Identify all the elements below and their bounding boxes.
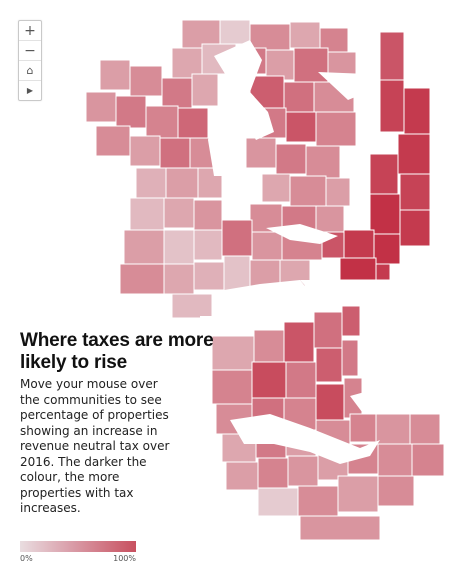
community-region[interactable]: [337, 475, 379, 513]
community-region[interactable]: [325, 177, 351, 207]
community-region[interactable]: [225, 461, 259, 491]
legend-min-label: 0%: [20, 554, 33, 563]
community-region[interactable]: [349, 413, 377, 443]
community-region[interactable]: [287, 455, 319, 487]
map-gap: [214, 40, 274, 140]
community-region[interactable]: [129, 197, 165, 231]
community-region[interactable]: [315, 111, 357, 147]
community-region[interactable]: [163, 229, 195, 265]
community-region[interactable]: [161, 77, 193, 109]
community-region[interactable]: [119, 263, 165, 295]
community-region[interactable]: [99, 59, 131, 91]
community-region[interactable]: [313, 311, 343, 349]
community-region[interactable]: [341, 339, 359, 377]
community-region[interactable]: [377, 475, 415, 507]
community-region[interactable]: [379, 79, 405, 133]
community-region[interactable]: [375, 413, 411, 445]
community-region[interactable]: [285, 361, 317, 399]
community-region[interactable]: [171, 293, 213, 319]
map-title: Where taxes are more likely to rise: [20, 330, 214, 373]
community-region[interactable]: [251, 231, 283, 261]
community-region[interactable]: [289, 175, 327, 207]
community-region[interactable]: [177, 107, 209, 139]
community-region[interactable]: [115, 95, 147, 129]
community-region[interactable]: [135, 167, 167, 199]
community-region[interactable]: [193, 199, 223, 231]
community-region[interactable]: [403, 87, 431, 135]
map-gap: [266, 224, 338, 244]
community-region[interactable]: [341, 305, 361, 337]
community-region[interactable]: [261, 173, 291, 203]
community-region[interactable]: [211, 369, 253, 405]
community-region[interactable]: [145, 105, 179, 139]
community-region[interactable]: [315, 347, 343, 383]
community-region[interactable]: [343, 229, 375, 259]
community-region[interactable]: [193, 229, 223, 261]
community-region[interactable]: [219, 19, 251, 45]
community-region[interactable]: [379, 31, 405, 81]
map-gap: [230, 414, 380, 464]
community-region[interactable]: [85, 91, 117, 123]
community-region[interactable]: [275, 143, 307, 175]
color-legend: 0% 100%: [20, 541, 136, 563]
community-region[interactable]: [339, 257, 377, 281]
map-description: Move your mouse over the communities to …: [20, 377, 170, 515]
legend-gradient-bar: [20, 541, 136, 552]
community-region[interactable]: [129, 135, 161, 167]
community-region[interactable]: [377, 443, 413, 477]
community-region[interactable]: [315, 383, 345, 421]
community-region[interactable]: [399, 173, 431, 211]
community-region[interactable]: [411, 443, 445, 477]
community-region[interactable]: [123, 229, 165, 265]
river-and-park-gaps: [200, 40, 380, 560]
community-region[interactable]: [299, 515, 381, 541]
community-region[interactable]: [221, 219, 253, 257]
community-region[interactable]: [165, 167, 199, 199]
community-region[interactable]: [283, 81, 315, 113]
community-region[interactable]: [257, 487, 299, 517]
community-region[interactable]: [397, 133, 431, 175]
community-region[interactable]: [257, 457, 289, 489]
community-region[interactable]: [251, 361, 287, 399]
zoom-out-button[interactable]: −: [19, 41, 41, 61]
play-icon[interactable]: ▶: [26, 85, 34, 95]
community-regions: [85, 19, 445, 541]
community-region[interactable]: [297, 485, 339, 517]
community-region[interactable]: [193, 261, 225, 291]
community-region[interactable]: [369, 153, 399, 195]
map-gap: [212, 280, 316, 322]
community-region[interactable]: [375, 263, 391, 281]
community-region[interactable]: [315, 205, 345, 233]
map-gap: [318, 72, 372, 100]
community-region[interactable]: [163, 197, 195, 229]
community-region[interactable]: [191, 73, 219, 107]
community-region[interactable]: [163, 263, 195, 295]
community-region[interactable]: [253, 329, 285, 363]
community-region[interactable]: [305, 145, 341, 179]
community-region[interactable]: [373, 233, 401, 265]
map-gap: [208, 108, 244, 176]
community-region[interactable]: [245, 137, 277, 169]
community-region[interactable]: [293, 47, 329, 83]
community-region[interactable]: [285, 111, 317, 143]
community-region[interactable]: [95, 125, 131, 157]
map-gap: [200, 316, 212, 560]
map-controls: + − ⌂ ▶: [18, 20, 42, 101]
community-region[interactable]: [369, 193, 401, 235]
community-region[interactable]: [399, 209, 431, 247]
map-gap: [350, 390, 380, 412]
community-region[interactable]: [409, 413, 441, 445]
zoom-in-button[interactable]: +: [19, 21, 41, 41]
community-region[interactable]: [159, 137, 191, 169]
legend-max-label: 100%: [113, 554, 136, 563]
map-gap: [300, 280, 380, 306]
community-region[interactable]: [289, 21, 321, 49]
community-region[interactable]: [283, 321, 315, 363]
home-icon[interactable]: ⌂: [19, 61, 41, 81]
community-region[interactable]: [129, 65, 163, 97]
